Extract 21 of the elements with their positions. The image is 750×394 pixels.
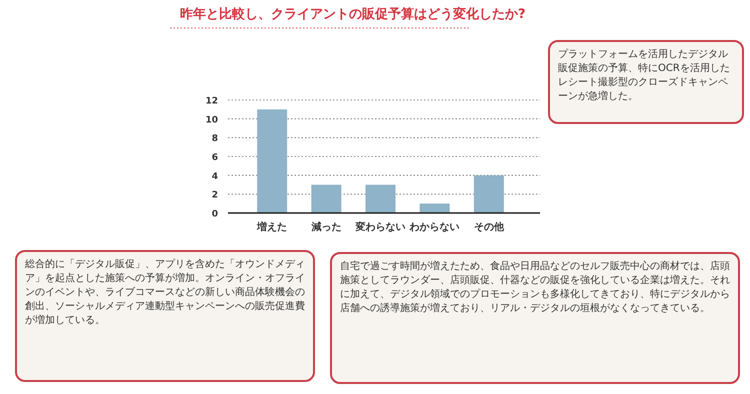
y-tick-label: 2 xyxy=(212,190,218,201)
y-tick-label: 4 xyxy=(212,172,218,182)
y-tick-label: 0 xyxy=(212,210,218,220)
x-tick-label: 減った xyxy=(310,221,342,233)
x-tick-label: 増えた xyxy=(256,221,288,233)
text: 総合的に「デジタル販促」、アプリを含めた「オウンドメディア」を起点とした施策への予算が増加。オンライン・オフラインのイベントや、ライブコマースなどの新しい商品体験機会の創出、ソーシャルメディア連動型キャンペーンへの販売促進費が増加している。 xyxy=(24,258,306,328)
x-tick-label: 変わらない xyxy=(354,221,406,233)
y-tick-label: 6 xyxy=(212,153,218,163)
y-tick-label: 8 xyxy=(212,134,218,144)
chart-title: 昨年と比較し、クライアントの販促予算はどう変化したか? xyxy=(180,6,526,22)
text: 自宅で過ごす時間が増えたため、食品や日用品などのセルフ販売中心の商材では、店頭施策としてラウンダー、店頭販促、什器などの販促を強化している企業は増えた。それに加えて、デジタル領域でのプロモーションも多様化してきており、特にデジタルから店舗への誘導施策が増えており、リアル・デジタルの垣根がなくなってきている。 xyxy=(339,260,731,316)
text: プラットフォームを活用したデジタル販促施策の予算、特にOCRを活用したレシート撮影型のクローズドキャンペーンが急増した。 xyxy=(557,48,731,104)
bar xyxy=(311,184,342,213)
y-tick-label: 12 xyxy=(205,96,218,106)
y-tick-label: 10 xyxy=(205,115,218,126)
x-tick-label: その他 xyxy=(474,221,505,233)
bar xyxy=(366,184,396,213)
bar xyxy=(420,204,450,213)
bar xyxy=(474,175,504,213)
bar xyxy=(257,109,288,213)
x-tick-label: わからない xyxy=(408,222,460,233)
